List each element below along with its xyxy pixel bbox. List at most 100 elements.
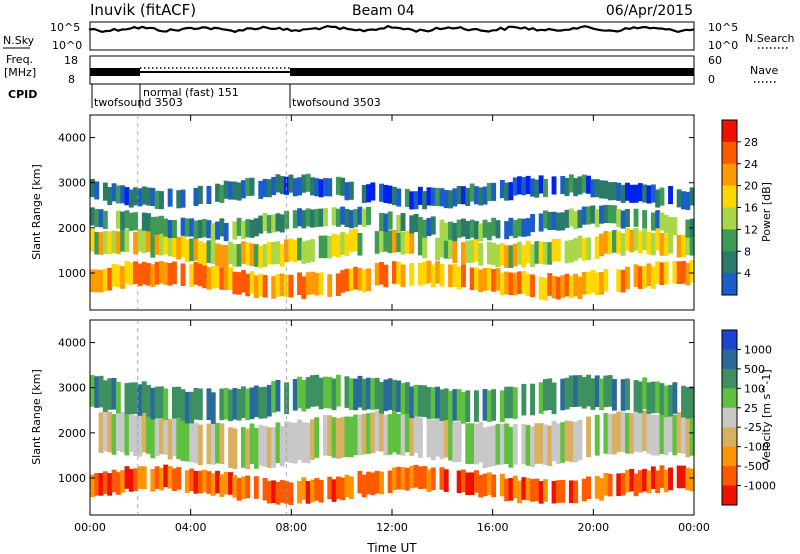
heatmap-cell xyxy=(206,388,212,420)
noise-tick-low-left: 10^0 xyxy=(52,39,82,52)
heatmap-cell xyxy=(581,271,587,295)
heatmap-cell xyxy=(305,272,311,295)
heatmap-cell xyxy=(482,186,488,205)
heatmap-cell xyxy=(361,413,367,455)
heatmap-cell xyxy=(504,423,510,464)
heatmap-cell xyxy=(340,206,346,225)
y-tick-label: 2000 xyxy=(58,222,86,235)
heatmap-cell xyxy=(176,190,182,209)
heatmap-cell xyxy=(620,210,626,229)
heatmap-cell xyxy=(590,205,596,224)
heatmap-cell xyxy=(504,478,510,502)
heatmap-cell xyxy=(456,421,462,462)
heatmap-cell xyxy=(146,187,151,206)
heatmap-cell xyxy=(219,218,225,237)
heatmap-cell xyxy=(223,471,229,495)
heatmap-cell xyxy=(525,240,531,264)
heatmap-cell xyxy=(163,464,169,488)
heatmap-cell xyxy=(184,470,190,493)
heatmap-cell xyxy=(154,466,160,489)
heatmap-cell xyxy=(594,375,600,407)
heatmap-cell xyxy=(163,414,169,455)
heatmap-cell xyxy=(189,218,195,237)
colorbar-swatch xyxy=(722,229,737,252)
heatmap-cell xyxy=(150,469,156,492)
x-tick-label: 20:00 xyxy=(577,521,609,534)
heatmap-cell xyxy=(107,267,113,291)
heatmap-cell xyxy=(172,234,177,258)
heatmap-cell xyxy=(128,469,134,492)
heatmap-cell xyxy=(448,190,453,209)
heatmap-cell xyxy=(176,386,182,419)
heatmap-cell xyxy=(478,243,484,266)
heatmap-cell xyxy=(206,423,212,465)
heatmap-cell xyxy=(456,389,462,421)
heatmap-cell xyxy=(538,382,544,414)
heatmap-cell xyxy=(241,476,246,500)
heatmap-cell xyxy=(361,269,367,293)
heatmap-cell xyxy=(323,415,328,456)
heatmap-cell xyxy=(366,184,371,203)
heatmap-cell xyxy=(271,276,277,299)
heatmap-cell xyxy=(210,473,216,496)
heatmap-cell xyxy=(625,266,630,290)
heatmap-cell xyxy=(202,469,208,493)
heatmap-cell xyxy=(663,385,669,418)
heatmap-cell xyxy=(482,219,488,238)
colorbar-tick-label: -1000 xyxy=(744,480,776,493)
colorbar-swatch xyxy=(722,163,737,187)
velocity-heatmap xyxy=(90,374,695,506)
heatmap-cell xyxy=(400,213,406,232)
heatmap-cell xyxy=(633,208,639,227)
heatmap-cell xyxy=(555,239,561,262)
heatmap-cell xyxy=(443,469,449,492)
heatmap-cell xyxy=(603,204,609,223)
heatmap-cell xyxy=(310,419,315,460)
colorbar-tick-label: 20 xyxy=(744,180,758,193)
heatmap-cell xyxy=(469,423,475,464)
heatmap-cell xyxy=(258,387,264,419)
heatmap-cell xyxy=(538,241,544,265)
heatmap-cell xyxy=(659,383,665,415)
heatmap-cell xyxy=(107,473,113,496)
heatmap-cell xyxy=(538,423,544,464)
heatmap-cell xyxy=(314,374,320,407)
heatmap-cell xyxy=(555,276,561,300)
heatmap-cell xyxy=(193,220,199,239)
heatmap-cell xyxy=(219,267,225,290)
heatmap-cell xyxy=(249,271,255,294)
heatmap-cell xyxy=(141,230,147,254)
heatmap-cell xyxy=(581,377,587,409)
heatmap-cell xyxy=(620,233,626,256)
heatmap-cell xyxy=(90,207,95,226)
heatmap-cell xyxy=(387,414,393,455)
heatmap-cell xyxy=(137,466,143,489)
heatmap-cell xyxy=(357,414,363,456)
heatmap-cell xyxy=(482,473,488,497)
heatmap-cell xyxy=(146,229,151,252)
heatmap-cell xyxy=(469,183,475,202)
heatmap-cell xyxy=(206,240,212,263)
heatmap-cell xyxy=(422,235,428,259)
heatmap-cell xyxy=(659,187,665,206)
heatmap-cell xyxy=(396,466,402,490)
heatmap-cell xyxy=(573,238,579,261)
heatmap-cell xyxy=(512,220,518,239)
heatmap-cell xyxy=(491,474,497,498)
heatmap-cell xyxy=(512,243,518,267)
heatmap-cell xyxy=(241,270,246,293)
heatmap-cell xyxy=(512,475,518,499)
heatmap-cell xyxy=(465,240,471,263)
heatmap-cell xyxy=(612,413,617,455)
heatmap-cell xyxy=(413,464,419,488)
heatmap-cell xyxy=(530,214,535,233)
heatmap-cell xyxy=(275,174,281,193)
noise-frame xyxy=(89,21,695,51)
heatmap-cell xyxy=(107,378,113,410)
colorbar-tick-label: -100 xyxy=(744,441,769,454)
heatmap-cell xyxy=(206,185,212,204)
heatmap-cell xyxy=(530,244,535,267)
heatmap-cell xyxy=(210,424,216,465)
heatmap-cell xyxy=(361,208,367,227)
heatmap-cell xyxy=(486,267,492,291)
